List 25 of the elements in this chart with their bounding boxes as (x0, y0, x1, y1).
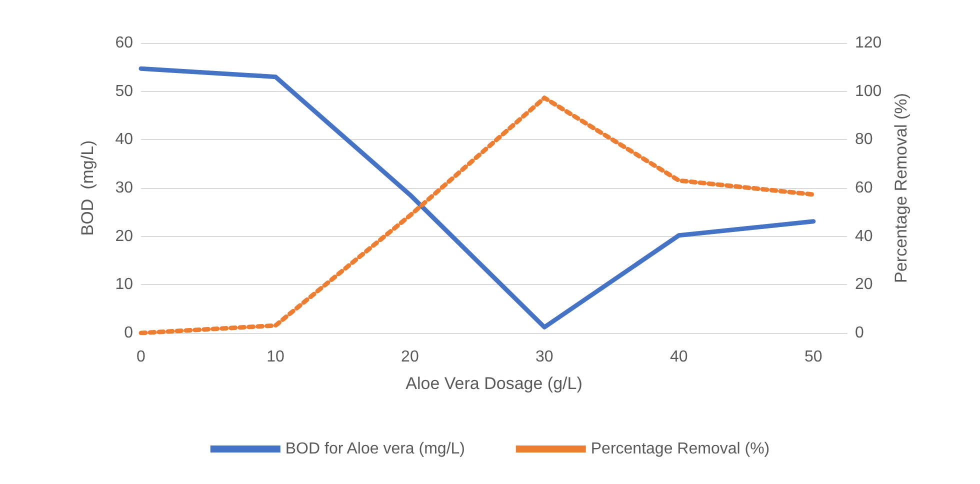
y2-tick-label: 60 (855, 180, 873, 196)
legend-label: BOD for Aloe vera (mg/L) (285, 440, 466, 458)
y-tick-label: 50 (115, 82, 134, 100)
x-tick-label: 20 (401, 348, 419, 366)
x-tick-label: 40 (670, 348, 688, 366)
x-tick-label: 10 (266, 348, 284, 366)
x-axis-title: Aloe Vera Dosage (g/L) (406, 374, 582, 393)
y-tick-label: 30 (115, 180, 134, 196)
y-tick-label: 0 (124, 324, 134, 342)
y-tick-label: 40 (115, 131, 134, 148)
x-tick-label: 30 (536, 348, 554, 366)
y-tick-label: 20 (115, 228, 134, 245)
y2-tick-label: 100 (855, 82, 882, 100)
y-axis-title: BOD (mg/L) (78, 140, 97, 236)
y2-tick-label: 20 (855, 276, 873, 294)
y2-tick-label: 80 (855, 131, 873, 148)
y-tick-label: 10 (115, 276, 134, 294)
y2-tick-label: 120 (855, 34, 882, 52)
y-tick-label: 60 (115, 34, 134, 52)
y2-tick-label: 0 (855, 324, 864, 342)
legend-label: Percentage Removal (%) (590, 440, 770, 458)
y2-axis-title: Percentage Removal (%) (892, 93, 911, 283)
x-tick-label: 50 (804, 348, 822, 366)
x-tick-label: 0 (136, 348, 146, 366)
y2-tick-label: 40 (855, 228, 873, 245)
